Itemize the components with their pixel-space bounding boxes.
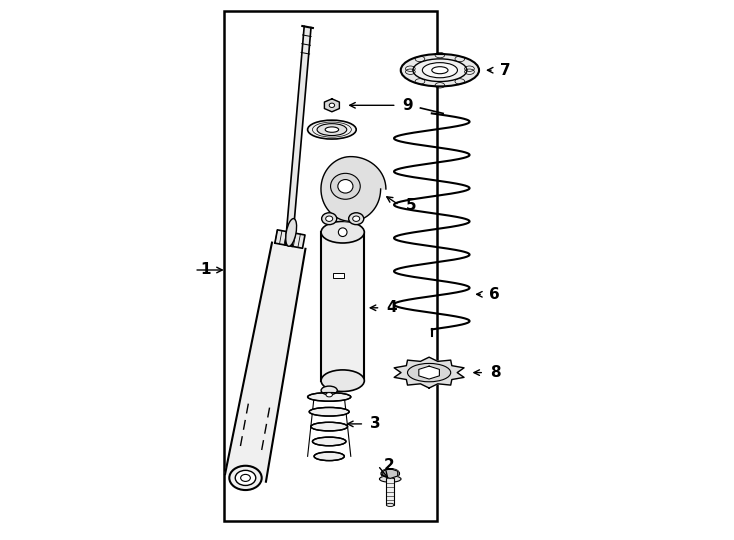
Ellipse shape (330, 103, 335, 107)
Ellipse shape (309, 407, 349, 416)
Ellipse shape (386, 503, 394, 507)
Text: 8: 8 (490, 365, 501, 380)
Ellipse shape (310, 422, 348, 431)
Bar (333, 273, 344, 278)
Ellipse shape (308, 393, 351, 401)
Ellipse shape (235, 470, 255, 485)
Polygon shape (321, 232, 364, 381)
Ellipse shape (338, 228, 347, 237)
Ellipse shape (313, 437, 346, 446)
Ellipse shape (321, 386, 338, 395)
Polygon shape (324, 99, 339, 112)
Ellipse shape (338, 179, 353, 193)
Ellipse shape (314, 452, 344, 461)
Text: 9: 9 (403, 98, 413, 113)
Ellipse shape (321, 370, 364, 392)
Polygon shape (275, 230, 305, 248)
Polygon shape (419, 366, 440, 379)
Ellipse shape (326, 216, 333, 221)
Ellipse shape (286, 219, 297, 246)
Ellipse shape (413, 59, 467, 82)
Ellipse shape (379, 476, 401, 482)
Ellipse shape (349, 213, 364, 225)
Polygon shape (321, 157, 386, 221)
Bar (224, 11, 437, 521)
Ellipse shape (432, 66, 448, 74)
Ellipse shape (353, 216, 360, 221)
Ellipse shape (321, 221, 364, 243)
Polygon shape (382, 469, 398, 478)
Text: 2: 2 (384, 458, 394, 473)
Ellipse shape (381, 469, 399, 478)
Text: 6: 6 (489, 287, 500, 302)
Ellipse shape (422, 63, 457, 78)
Text: 1: 1 (200, 262, 211, 278)
Polygon shape (286, 26, 311, 246)
Bar (386, 478, 394, 505)
Text: 5: 5 (405, 198, 416, 213)
Ellipse shape (317, 124, 346, 136)
Ellipse shape (229, 465, 262, 490)
Ellipse shape (407, 363, 451, 382)
Ellipse shape (330, 173, 360, 199)
Ellipse shape (241, 475, 250, 482)
Ellipse shape (326, 393, 333, 397)
Text: 4: 4 (387, 300, 397, 315)
Text: 7: 7 (500, 63, 511, 78)
Ellipse shape (401, 54, 479, 86)
Polygon shape (225, 242, 305, 482)
Ellipse shape (325, 127, 338, 132)
Ellipse shape (321, 213, 337, 225)
Polygon shape (394, 357, 464, 388)
Text: 3: 3 (371, 416, 381, 431)
Ellipse shape (308, 120, 356, 139)
